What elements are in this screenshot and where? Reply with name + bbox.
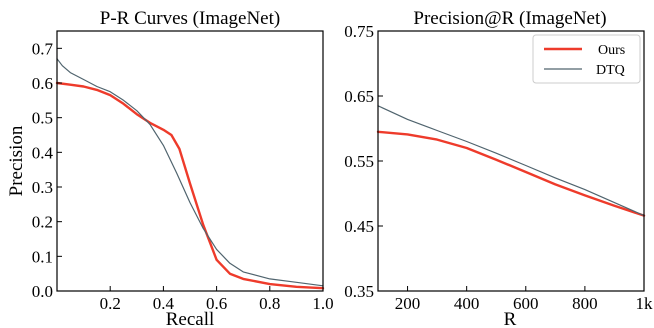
y-axis-label: Precision <box>6 125 27 196</box>
chart-title: P-R Curves (ImageNet) <box>100 8 280 29</box>
precision-at-r-panel: Precision@R (ImageNet) 200 400 600 800 1k 0.… <box>344 8 653 328</box>
x-axis-label: Recall <box>166 309 215 328</box>
y-tick-label: 0.3 <box>32 178 53 197</box>
legend: Ours DTQ <box>532 34 641 84</box>
pr-curves-panel: P-R Curves (ImageNet) 0.2 0.4 0.6 0.8 1.0 0.… <box>6 8 334 328</box>
x-tick-label: 0.6 <box>206 294 227 313</box>
x-tick-label: 1k <box>636 294 654 313</box>
y-tick-label: 0.0 <box>32 282 53 301</box>
series-line-ours <box>376 130 646 217</box>
y-tick-label: 0.65 <box>344 87 374 106</box>
y-tick-label: 0.45 <box>344 217 374 236</box>
series-line-ours <box>55 81 325 290</box>
x-tick-label: 0.2 <box>100 294 121 313</box>
y-axis: 0.35 0.45 0.55 0.65 0.75 <box>344 22 383 301</box>
x-axis-label: R <box>504 309 517 328</box>
y-tick-label: 0.55 <box>344 152 374 171</box>
series-line-dtq <box>56 58 324 287</box>
x-tick-label: 0.8 <box>259 294 280 313</box>
y-tick-label: 0.1 <box>32 247 53 266</box>
y-tick-label: 0.4 <box>32 143 54 162</box>
x-axis: 200 400 600 800 1k <box>395 286 653 313</box>
y-axis: 0.0 0.1 0.2 0.3 0.4 0.5 0.6 0.7 <box>32 39 62 301</box>
series-line-dtq <box>377 105 645 217</box>
legend-label-ours: Ours <box>598 43 625 58</box>
x-tick-label: 1.0 <box>312 294 333 313</box>
y-tick-label: 0.6 <box>32 74 53 93</box>
y-tick-label: 0.75 <box>344 22 374 41</box>
legend-box <box>532 34 641 84</box>
x-axis: 0.2 0.4 0.6 0.8 1.0 <box>100 286 334 313</box>
x-tick-label: 600 <box>513 294 539 313</box>
legend-label-dtq: DTQ <box>596 63 625 78</box>
x-tick-label: 400 <box>454 294 480 313</box>
plot-lines <box>55 58 325 290</box>
y-tick-label: 0.5 <box>32 109 53 128</box>
y-tick-label: 0.35 <box>344 282 374 301</box>
plot-frame <box>56 30 324 292</box>
y-tick-label: 0.2 <box>32 213 53 232</box>
x-tick-label: 800 <box>572 294 598 313</box>
y-tick-label: 0.7 <box>32 39 54 58</box>
x-tick-label: 0.4 <box>153 294 175 313</box>
x-tick-label: 200 <box>395 294 421 313</box>
plot-lines <box>376 105 646 217</box>
chart-title: Precision@R (ImageNet) <box>413 8 606 29</box>
